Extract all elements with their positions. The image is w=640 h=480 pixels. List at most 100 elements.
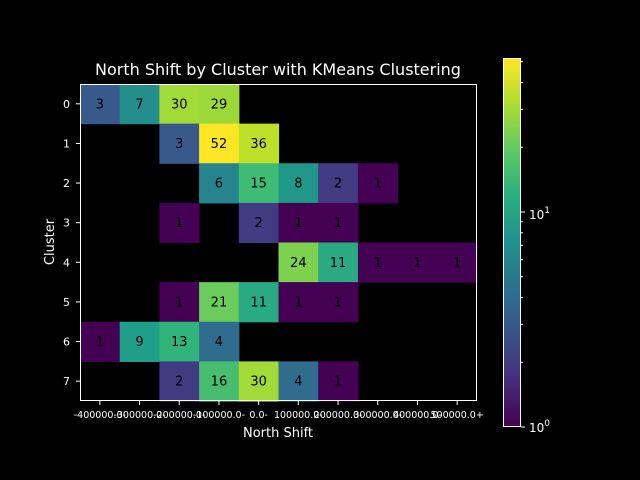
- x-tick-label: 200000.0-: [314, 410, 363, 421]
- heatmap-cell-value: 1: [453, 256, 461, 271]
- heatmap-cell-value: 30: [250, 375, 267, 390]
- heatmap-cell: [80, 84, 121, 125]
- heatmap-cell: [318, 202, 359, 244]
- colorbar-ticks: [521, 61, 525, 428]
- heatmap-cell-value: 1: [294, 295, 302, 310]
- heatmap-cell-value: 1: [294, 216, 302, 231]
- colorbar-tick-1-base: 10: [529, 421, 544, 435]
- colorbar-tick-label-1: 100: [529, 419, 550, 435]
- heatmap-cell: [437, 242, 478, 283]
- heatmap-cell: [159, 84, 200, 125]
- x-tick-label: -300000.0-: [113, 410, 165, 421]
- y-tick-label: 0: [63, 98, 70, 111]
- colorbar-tick-10-base: 10: [529, 208, 544, 222]
- x-tick-label: 300000.0-: [353, 410, 402, 421]
- colorbar: 100 101: [503, 58, 550, 435]
- x-axis: -400000.0--300000.0--200000.0--100000.0-…: [74, 401, 484, 421]
- heatmap-cell: [199, 123, 240, 164]
- heatmap-cell-value: 3: [175, 137, 183, 152]
- heatmap-cell-value: 1: [175, 295, 183, 310]
- heatmap-cell-value: 7: [135, 97, 143, 112]
- x-tick-label: -200000.0-: [153, 410, 205, 421]
- heatmap-cell: [119, 321, 160, 362]
- heatmap-cell-value: 4: [215, 335, 223, 350]
- heatmap-cell-value: 1: [96, 335, 104, 350]
- heatmap-cell-value: 1: [413, 256, 421, 271]
- heatmap-cell-value: 15: [250, 177, 267, 192]
- chart-title: North Shift by Cluster with KMeans Clust…: [95, 60, 461, 79]
- heatmap-cell-value: 3: [96, 97, 104, 112]
- heatmap-cell: [80, 321, 121, 362]
- heatmap-cell: [199, 163, 240, 204]
- heatmap-cell-value: 16: [211, 375, 228, 390]
- heatmap-cell-value: 11: [250, 295, 267, 310]
- heatmap-cell: [199, 361, 240, 402]
- heatmap-cell: [119, 84, 160, 125]
- heatmap-cell-value: 24: [290, 256, 307, 271]
- heatmap-cell: [199, 282, 240, 323]
- heatmap-cell-value: 6: [215, 177, 223, 192]
- heatmap-cell-value: 52: [211, 137, 228, 152]
- plot-frame: [80, 84, 477, 401]
- heatmap-cell-value: 1: [334, 375, 342, 390]
- heatmap-cell-value: 1: [374, 256, 382, 271]
- x-tick-label: 500000.0+: [431, 410, 484, 421]
- heatmap-cell-value: 1: [334, 216, 342, 231]
- x-tick-label: 100000.0-: [274, 410, 323, 421]
- heatmap-cell-value: 9: [135, 335, 143, 350]
- heatmap-cell: [357, 163, 399, 204]
- y-axis-label: Cluster: [43, 218, 58, 265]
- heatmap-cell-value: 21: [211, 295, 228, 310]
- y-tick-label: 5: [63, 296, 70, 309]
- heatmap-cell: [159, 361, 200, 402]
- heatmap-cell-value: 1: [374, 177, 382, 192]
- heatmap-cell-value: 4: [294, 375, 302, 390]
- y-axis: 0 1 2 3 4 5 6 7: [63, 98, 80, 388]
- heatmap-cell: [199, 321, 240, 362]
- x-tick-label: 0.0-: [249, 410, 268, 421]
- heatmap-cell-labels: 3 7 30 293 52 366 15 8 2 11 2 1 124 11 1 1 11 21 11 1 11 9 13 4…: [96, 97, 462, 389]
- heatmap-cell-value: 2: [334, 177, 342, 192]
- heatmap-cell: [278, 361, 319, 402]
- heatmap-cell: [238, 361, 280, 402]
- x-axis-label: North Shift: [243, 426, 313, 441]
- heatmap-cell-value: 36: [250, 137, 267, 152]
- y-tick-label: 1: [63, 137, 70, 150]
- heatmap-cell: [199, 84, 240, 125]
- y-tick-label: 2: [63, 177, 70, 190]
- heatmap-cell: [238, 202, 280, 244]
- y-tick-label: 4: [63, 256, 70, 269]
- y-tick-label: 3: [63, 217, 70, 230]
- heatmap-cell-value: 29: [211, 97, 228, 112]
- heatmap-cell: [278, 242, 319, 283]
- heatmap-cell: [159, 321, 200, 362]
- x-tick-label: -400000.0-: [74, 410, 126, 421]
- y-tick-label: 7: [63, 375, 70, 388]
- heatmap-cell: [278, 163, 319, 204]
- heatmap-cell: [159, 202, 200, 244]
- colorbar-tick-10-exp: 1: [544, 206, 550, 216]
- heatmap-cell: [318, 163, 359, 204]
- heatmap-cell-value: 8: [294, 177, 302, 192]
- heatmap-cell: [357, 242, 399, 283]
- heatmap-cell: [318, 282, 359, 323]
- x-tick-label: 400000.0-: [393, 410, 442, 421]
- heatmap-cell: [159, 123, 200, 164]
- colorbar-gradient: [503, 58, 521, 427]
- colorbar-tick-1-exp: 0: [544, 419, 550, 429]
- heatmap-cell: [238, 282, 280, 323]
- heatmap-cell: [238, 163, 280, 204]
- heatmap-cell: [397, 242, 438, 283]
- heatmap-cells: [80, 84, 478, 402]
- heatmap-cell-value: 2: [255, 216, 263, 231]
- heatmap-cell-value: 2: [175, 375, 183, 390]
- heatmap-cell: [238, 123, 280, 164]
- heatmap-cell-value: 30: [171, 97, 188, 112]
- heatmap-cell: [159, 282, 200, 323]
- heatmap-cell-value: 11: [330, 256, 347, 271]
- heatmap-cell: [278, 202, 319, 244]
- heatmap-cell: [318, 242, 359, 283]
- y-tick-label: 6: [63, 336, 70, 349]
- x-tick-label: -100000.0-: [193, 410, 245, 421]
